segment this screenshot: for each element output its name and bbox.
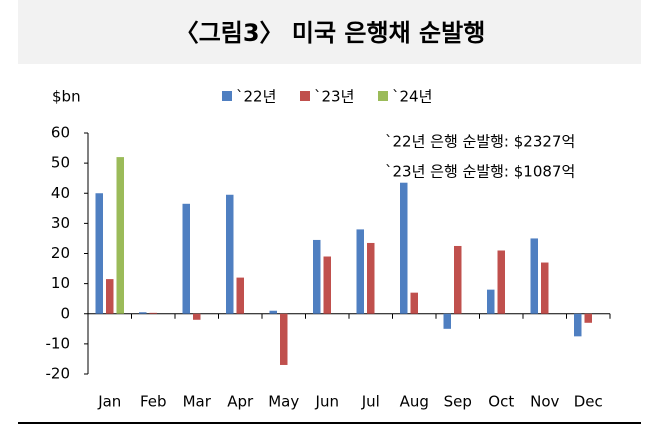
y-tick-label: 20 [51,244,70,262]
bar [367,242,375,314]
x-tick-label: Jun [315,393,339,411]
legend-label: `24년 [392,88,432,106]
bar [497,250,505,314]
bar [95,193,103,314]
x-tick-label: Feb [140,393,167,411]
bar [541,262,549,314]
y-tick-label: 0 [60,304,70,322]
annotation: `22년 은행 순발행: $2327억 [385,133,575,151]
x-tick-label: Sep [444,393,472,411]
x-tick-label: Jan [97,393,121,411]
bar [443,313,451,329]
y-tick-label: 10 [51,274,70,292]
bar [574,313,582,337]
legend-swatch [378,91,388,101]
x-tick-label: Aug [400,393,429,411]
annotation: `23년 은행 순발행: $1087억 [385,163,575,181]
bar [106,279,114,314]
bar [226,194,234,314]
legend-label: `22년 [236,88,276,106]
bar [236,277,244,314]
y-tick-label: -10 [46,334,71,352]
y-tick-label: 50 [51,154,70,172]
bar [323,256,331,314]
chart-title: 〈그림3〉 미국 은행채 순발행 [175,19,486,47]
bar [139,312,147,314]
y-tick-label: -20 [46,365,71,383]
bar [530,238,538,314]
bar [584,313,592,323]
x-tick-label: Nov [530,393,559,411]
legend-swatch [300,91,310,101]
bar [116,157,124,314]
x-tick-label: Apr [227,393,254,411]
bar [400,182,408,314]
legend-label: `23년 [314,88,354,106]
x-tick-label: Dec [574,393,603,411]
bar [454,245,462,314]
y-axis-label: $bn [52,88,81,106]
title-band [18,0,641,64]
y-tick-label: 40 [51,184,70,202]
bar [269,310,277,314]
bar [313,239,321,314]
bar [280,313,288,365]
bar [487,289,495,314]
x-tick-label: May [268,393,299,411]
y-tick-label: 60 [51,124,70,142]
x-tick-label: Jul [361,393,380,411]
x-tick-label: Mar [183,393,212,411]
bar [356,229,364,314]
bar [193,313,201,320]
legend-swatch [222,91,232,101]
x-tick-label: Oct [488,393,514,411]
bar [149,312,157,314]
bar [182,203,190,314]
bar [410,292,418,314]
y-tick-label: 30 [51,214,70,232]
